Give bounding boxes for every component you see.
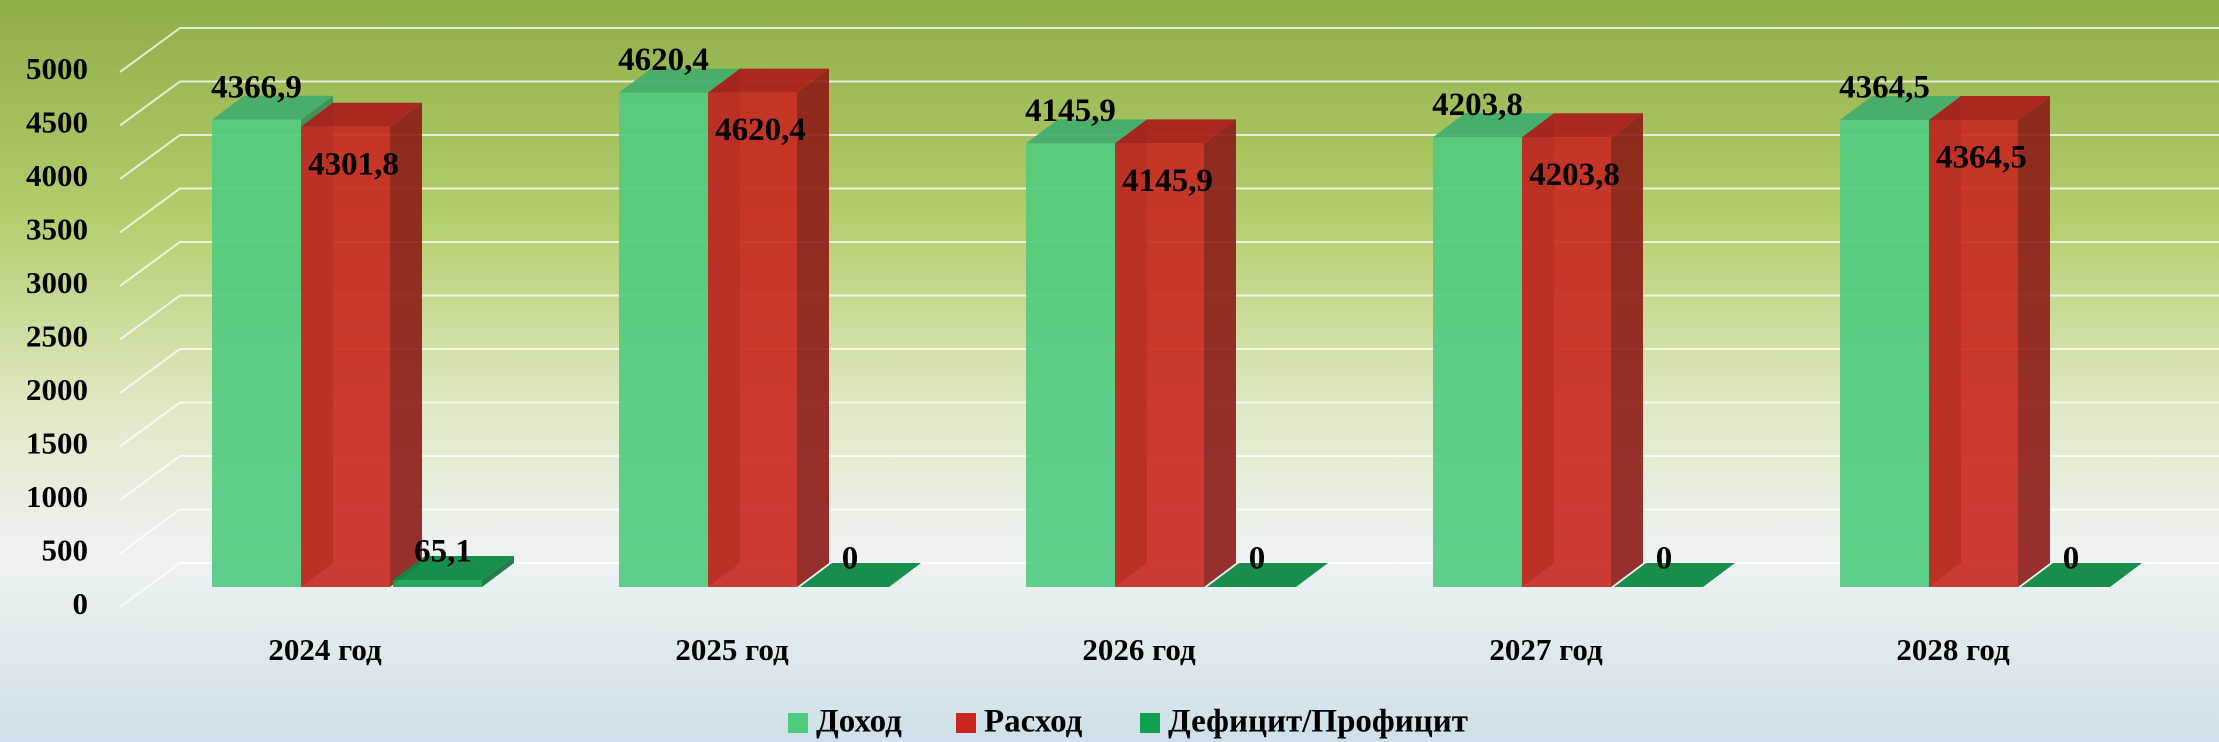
data-label: 4366,9 — [211, 69, 302, 105]
y-tick-label: 4000 — [26, 158, 88, 193]
bar-top — [212, 95, 333, 120]
y-tick-label: 1000 — [26, 479, 88, 514]
legend-label: Дефицит/Профицит — [1168, 704, 1468, 740]
bar-top — [393, 556, 514, 581]
bar-top — [1522, 113, 1643, 138]
bar-side — [390, 102, 422, 587]
y-tick-label: 2500 — [26, 319, 88, 354]
x-tick-label: 2025 год — [675, 632, 789, 667]
bar — [708, 92, 797, 588]
bar-top — [1026, 119, 1147, 144]
legend-swatch — [788, 713, 808, 733]
grid-line — [119, 80, 2219, 127]
data-label: 4203,8 — [1529, 157, 1620, 193]
bar — [619, 92, 708, 588]
x-tick-label: 2024 год — [268, 632, 382, 667]
data-label: 4620,4 — [618, 42, 709, 78]
bar-side — [797, 68, 829, 588]
legend-swatch — [956, 713, 976, 733]
data-label: 4364,5 — [1936, 140, 2027, 176]
bar-side — [2018, 95, 2050, 587]
data-label: 0 — [1249, 541, 1266, 577]
bar — [1115, 143, 1204, 587]
bar — [1433, 137, 1522, 587]
y-tick-label: 3000 — [26, 265, 88, 300]
data-label: 0 — [842, 541, 859, 577]
bar — [1522, 137, 1611, 587]
bar-top — [1115, 119, 1236, 144]
data-label: 4364,5 — [1839, 70, 1930, 106]
legend-swatch — [1140, 713, 1160, 733]
bar — [1929, 119, 2018, 587]
x-tick-label: 2026 год — [1082, 632, 1196, 667]
bar-side — [482, 556, 514, 587]
bar — [301, 126, 390, 587]
bar — [1026, 143, 1115, 587]
data-label: 4145,9 — [1025, 93, 1116, 129]
bar-top — [1614, 563, 1735, 587]
data-label: 4620,4 — [715, 112, 806, 148]
bar-top — [1433, 113, 1554, 138]
bar-top — [800, 563, 921, 587]
bar — [393, 580, 482, 587]
y-tick-label: 2000 — [26, 372, 88, 407]
bar-top — [1929, 95, 2050, 120]
bar-side — [1204, 119, 1236, 587]
y-tick-label: 3500 — [26, 212, 88, 247]
legend-label: Расход — [984, 704, 1083, 740]
x-tick-label: 2027 год — [1489, 632, 1603, 667]
bar-top — [2021, 563, 2142, 587]
data-label: 65,1 — [414, 534, 472, 570]
data-label: 4301,8 — [308, 146, 399, 182]
bar-side — [1611, 113, 1643, 588]
y-tick-label: 500 — [42, 533, 89, 568]
data-label: 4203,8 — [1432, 87, 1523, 123]
y-tick-label: 4500 — [26, 105, 88, 140]
data-label: 0 — [2063, 541, 2080, 577]
y-tick-label: 0 — [73, 586, 89, 621]
y-tick-label: 5000 — [26, 51, 88, 86]
bar-top — [1840, 95, 1961, 120]
bar-top — [1207, 563, 1328, 587]
data-label: 0 — [1656, 541, 1673, 577]
bar — [212, 119, 301, 587]
grid-line — [119, 27, 2219, 73]
bar-top — [708, 68, 829, 93]
bar-top — [619, 68, 740, 93]
data-label: 4145,9 — [1122, 163, 1213, 199]
legend-label: Доход — [816, 704, 902, 740]
x-tick-label: 2028 год — [1896, 632, 2010, 667]
bar — [1840, 119, 1929, 587]
y-tick-label: 1500 — [26, 426, 88, 461]
bar-top — [301, 102, 422, 127]
